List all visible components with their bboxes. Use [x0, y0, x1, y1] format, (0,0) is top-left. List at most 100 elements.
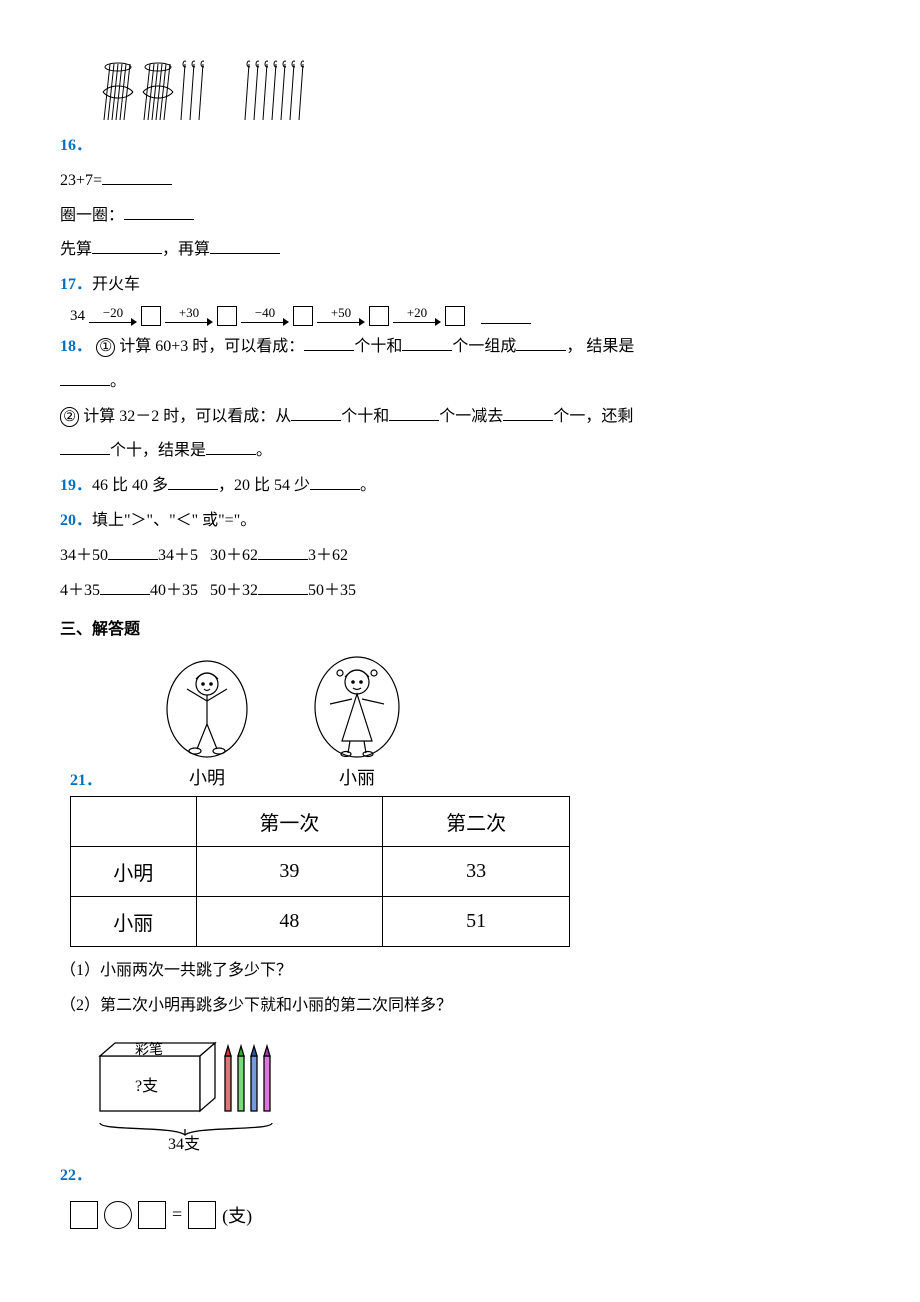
blank[interactable] [206, 438, 256, 455]
unit-label: (支) [222, 1202, 252, 1228]
table-row: 小丽 48 51 [71, 897, 570, 947]
sticks-group-left [100, 60, 204, 122]
jump-rope-figures: 21． 小明 [70, 649, 860, 790]
answer-box[interactable] [141, 306, 161, 326]
table-cell: 小明 [71, 847, 197, 897]
text: 个十，结果是 [110, 442, 206, 459]
blank[interactable] [291, 404, 341, 421]
text: 。 [256, 442, 272, 459]
blank[interactable] [100, 578, 150, 595]
blank[interactable] [258, 543, 308, 560]
blank[interactable] [304, 334, 354, 351]
text: 。 [110, 373, 126, 390]
sticks-group-right [244, 60, 304, 122]
text: 30＋62 [210, 547, 258, 564]
q17-title: 开火车 [92, 276, 140, 293]
text: ，20 比 54 少 [218, 477, 310, 494]
q19-number: 19． [60, 477, 92, 494]
text: 3＋62 [308, 547, 348, 564]
q17-line: 17．开火车 [60, 271, 860, 300]
q18-part1: 18． ① 计算 60+3 时，可以看成：个十和个一组成， 结果是 [60, 333, 860, 362]
text: 计算 32－2 时，可以看成：从 [83, 408, 291, 425]
q18-part1b: 。 [60, 368, 860, 397]
arrow: +30 [165, 306, 213, 327]
answer-box[interactable] [138, 1201, 166, 1229]
blank[interactable] [124, 203, 194, 220]
train-chain: 34 −20 +30 −40 +50 +20 [70, 306, 860, 327]
q21-number: 21． [70, 772, 102, 789]
text: 40＋35 [150, 582, 198, 599]
pen-box-figure: 彩笔 ?支 34支 [80, 1031, 860, 1156]
q16-first-label: 先算 [60, 241, 92, 258]
svg-text:?支: ?支 [135, 1077, 158, 1095]
answer-box[interactable] [188, 1201, 216, 1229]
blank[interactable] [310, 473, 360, 490]
q16-number: 16． [60, 137, 92, 154]
blank[interactable] [402, 334, 452, 351]
arrow: +20 [393, 306, 441, 327]
equation-row: = (支) [70, 1201, 860, 1229]
text: 46 比 40 多 [92, 477, 168, 494]
answer-box[interactable] [70, 1201, 98, 1229]
q16-expr: 23+7= [60, 167, 860, 196]
figure-xiaoli: 小丽 [312, 649, 402, 790]
text: 34＋50 [60, 547, 108, 564]
loose-sticks-3 [180, 60, 204, 122]
table-cell: 39 [196, 847, 383, 897]
q16-expression-text: 23+7= [60, 172, 102, 189]
circled-2: ② [60, 407, 79, 426]
sticks-figure [100, 60, 860, 122]
text: 34＋5 [158, 547, 198, 564]
section-3-title: 三、解答题 [60, 615, 860, 639]
answer-box[interactable] [293, 306, 313, 326]
answer-box[interactable] [369, 306, 389, 326]
blank[interactable] [102, 168, 172, 185]
q17-number: 17． [60, 276, 92, 293]
blank[interactable] [389, 404, 439, 421]
figure-xiaoming: 小明 [162, 649, 252, 790]
text: 个一，还剩 [553, 408, 633, 425]
text: 个一减去 [439, 408, 503, 425]
text: 。 [360, 477, 376, 494]
q18-number: 18． [60, 338, 92, 355]
text: 个十和 [354, 338, 402, 355]
svg-text:34支: 34支 [168, 1135, 200, 1151]
q20-number: 20． [60, 512, 92, 529]
table-header-row: 第一次 第二次 [71, 797, 570, 847]
text: 50＋32 [210, 582, 258, 599]
text: 计算 60+3 时，可以看成： [119, 338, 304, 355]
loose-sticks-7 [244, 60, 304, 122]
table-cell: 33 [383, 847, 570, 897]
blank[interactable] [210, 237, 280, 254]
blank[interactable] [168, 473, 218, 490]
arrow: +50 [317, 306, 365, 327]
fig-label-xiaoming: 小明 [162, 764, 252, 790]
blank[interactable] [481, 308, 531, 324]
table-cell: 第二次 [383, 797, 570, 847]
table-cell [71, 797, 197, 847]
text: 个一组成 [452, 338, 516, 355]
jump-rope-table: 第一次 第二次 小明 39 33 小丽 48 51 [70, 796, 570, 947]
q18-part2b: 个十，结果是 。 [60, 437, 860, 466]
equals: = [172, 1204, 182, 1225]
q20-row2: 4＋3540＋35 50＋3250＋35 [60, 577, 860, 606]
q20-row1: 34＋50 34＋5 30＋62 3＋62 [60, 542, 860, 571]
q18-part2: ② 计算 32－2 时，可以看成：从 个十和 个一减去 个一，还剩 [60, 403, 860, 432]
operator-circle[interactable] [104, 1201, 132, 1229]
blank[interactable] [108, 543, 158, 560]
blank[interactable] [258, 578, 308, 595]
answer-box[interactable] [445, 306, 465, 326]
blank[interactable] [516, 334, 566, 351]
q16-then-label: ，再算 [162, 241, 210, 258]
svg-text:彩笔: 彩笔 [135, 1042, 163, 1058]
blank[interactable] [60, 369, 110, 386]
q21-p1: （1）小丽两次一共跳了多少下？ [60, 957, 860, 986]
blank[interactable] [92, 237, 162, 254]
answer-box[interactable] [217, 306, 237, 326]
table-cell: 48 [196, 897, 383, 947]
blank[interactable] [60, 438, 110, 455]
text: 个十和 [341, 408, 389, 425]
q16-circle: 圈一圈： [60, 202, 860, 231]
table-row: 小明 39 33 [71, 847, 570, 897]
blank[interactable] [503, 404, 553, 421]
